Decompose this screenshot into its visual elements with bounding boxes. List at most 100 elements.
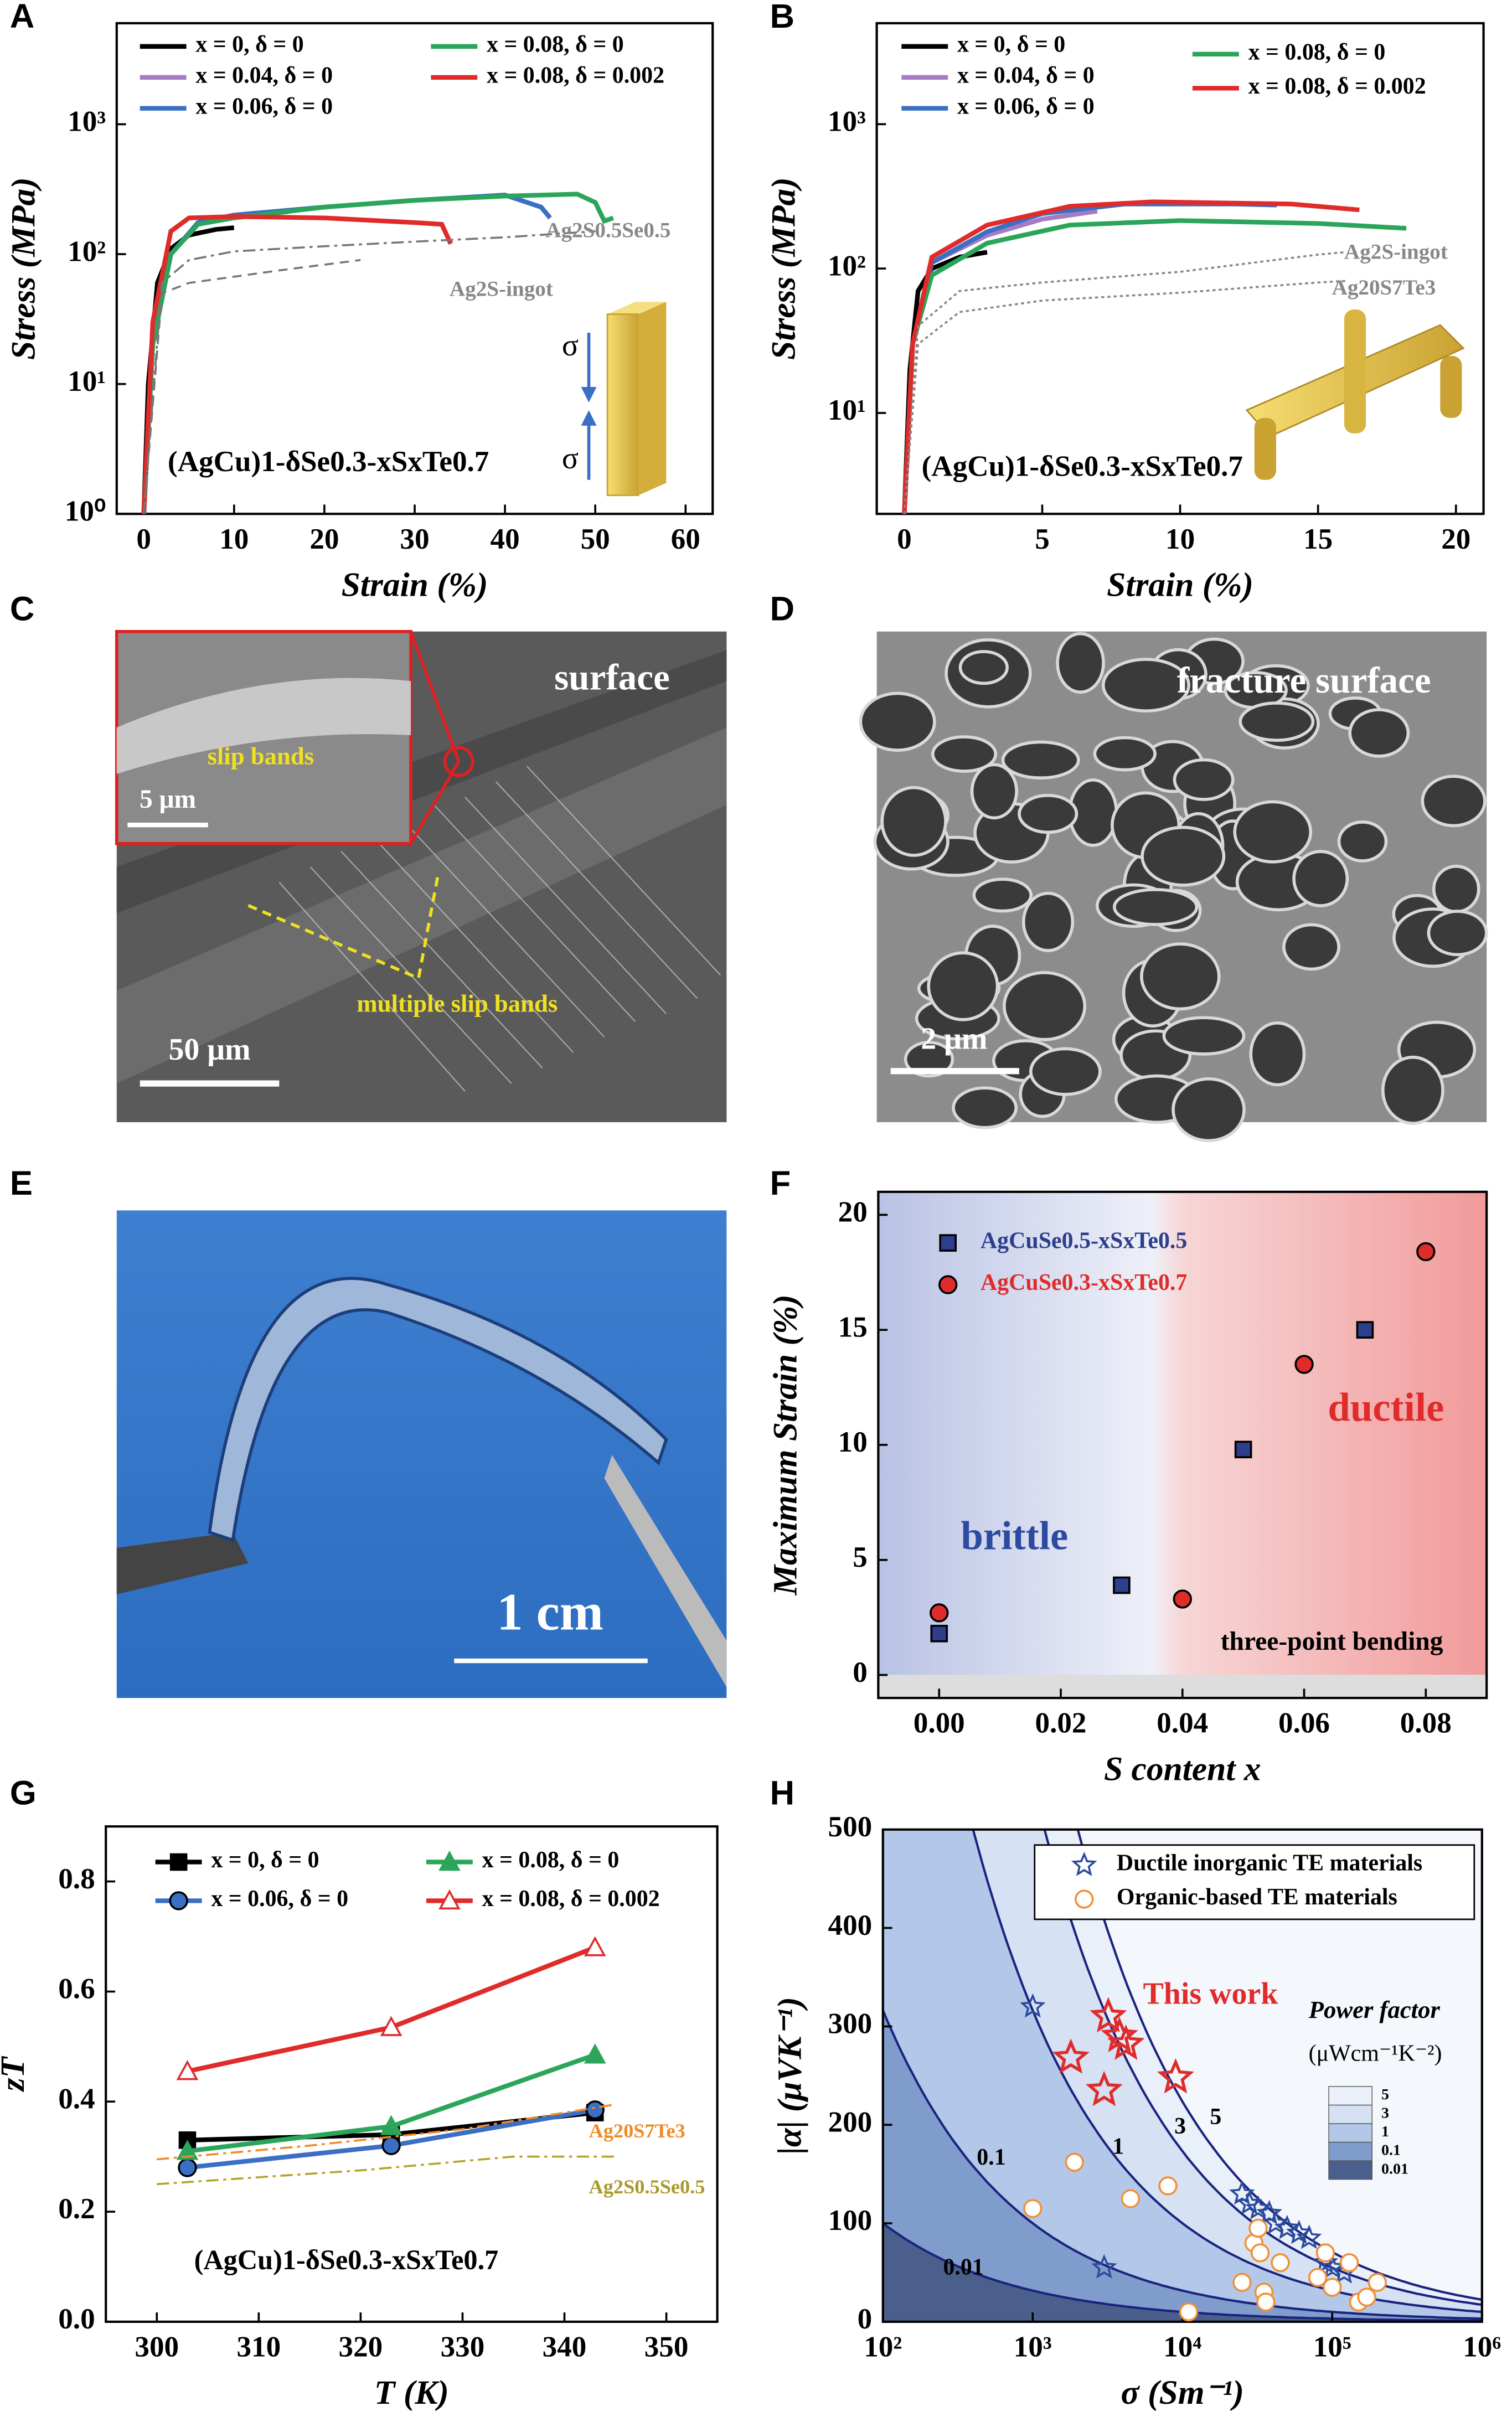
marker <box>1294 1355 1314 1374</box>
x-tick-label: 0.02 <box>1035 1707 1087 1739</box>
dimple <box>1381 1055 1444 1125</box>
y-tick-label: 20 <box>838 1196 868 1228</box>
y-axis-title: Stress (MPa) <box>765 177 803 360</box>
annotation: Ag2S0.5Se0.5 <box>589 2176 705 2198</box>
y-tick-label: 0.4 <box>58 2083 95 2115</box>
marker <box>584 2043 606 2064</box>
dimple <box>1233 800 1313 864</box>
panel-label: A <box>10 0 34 35</box>
dimple <box>904 1041 954 1078</box>
panel-label: E <box>10 1164 33 1202</box>
dimple <box>1432 864 1480 913</box>
dimple <box>952 1086 1018 1129</box>
series-line <box>903 251 1346 514</box>
panel-label: H <box>770 1774 794 1812</box>
dimple <box>1292 850 1349 907</box>
x-tick-label: 0.08 <box>1400 1707 1452 1739</box>
x-axis-title: Strain (%) <box>1107 566 1253 604</box>
contour-line <box>972 1829 1482 2314</box>
x-axis-title: σ (Sm⁻¹) <box>1121 2374 1244 2411</box>
dimple <box>1172 1077 1246 1143</box>
marker <box>930 1624 948 1643</box>
marker <box>1229 2180 1255 2205</box>
x-tick-label: 20 <box>309 523 339 555</box>
image-label: surface <box>554 657 670 698</box>
image-label: 2 μm <box>921 1021 987 1056</box>
dimple <box>931 735 998 773</box>
legend-label: x = 0.04, δ = 0 <box>195 63 333 88</box>
x-tick-label: 330 <box>441 2331 485 2363</box>
marker <box>1075 1889 1094 1909</box>
x-tick-label: 50 <box>581 523 610 555</box>
marker <box>1323 2278 1342 2297</box>
annotation: This work <box>1143 1977 1278 2011</box>
dimple <box>1029 1047 1102 1096</box>
marker <box>585 2100 605 2120</box>
x-tick-label: 0.06 <box>1278 1707 1330 1739</box>
marker <box>1065 2152 1084 2172</box>
y-tick-label: 0 <box>858 2303 873 2335</box>
dimple <box>958 650 1009 685</box>
x-tick-label: 10³ <box>1014 2331 1052 2363</box>
x-tick-label: 310 <box>236 2331 281 2363</box>
legend-label: 0.1 <box>1381 2142 1401 2159</box>
marker <box>1339 2253 1359 2273</box>
dimple <box>1002 971 1087 1041</box>
series-line <box>903 280 1346 514</box>
image-label: 5 μm <box>140 785 196 814</box>
dimple <box>1018 793 1078 834</box>
marker <box>1173 1589 1192 1609</box>
legend-label: x = 0.06, δ = 0 <box>195 94 333 119</box>
dimple <box>1421 774 1487 828</box>
marker <box>1416 1242 1436 1262</box>
y-tick-label: 10³ <box>828 105 866 137</box>
annotation: Ag20S7Te3 <box>589 2120 685 2142</box>
marker <box>1357 2287 1376 2307</box>
sem-image-surface <box>115 629 727 1123</box>
contour-fill <box>883 1829 1482 2322</box>
annotation: (μWcm⁻¹K⁻²) <box>1309 2041 1442 2067</box>
marker <box>1107 2025 1145 2060</box>
legend-label: x = 0.08, δ = 0.002 <box>487 63 664 88</box>
x-tick-label: 350 <box>644 2331 689 2363</box>
annotation: (AgCu)1-δSe0.3-xSxTe0.7 <box>922 450 1243 482</box>
marker <box>1232 2273 1252 2292</box>
y-tick-label: 10¹ <box>68 365 106 397</box>
x-tick-label: 300 <box>135 2331 179 2363</box>
series-line <box>157 2103 616 2161</box>
x-tick-label: 10 <box>219 523 249 555</box>
dimple <box>927 951 999 1021</box>
legend-frame <box>1034 1844 1475 1920</box>
legend-label: AgCuSe0.5-xSxTe0.5 <box>981 1228 1187 1254</box>
y-tick-label: 10¹ <box>828 394 866 426</box>
legend-label: x = 0.08, δ = 0 <box>487 32 624 58</box>
marker <box>1274 2214 1300 2239</box>
legend-label: x = 0.08, δ = 0.002 <box>482 1886 660 1912</box>
marker <box>1071 1851 1097 1876</box>
y-tick-label: 500 <box>828 1811 873 1843</box>
x-tick-label: 0 <box>897 523 912 555</box>
y-tick-label: 0.2 <box>58 2193 95 2225</box>
y-axis-title: |α| (μVK⁻¹) <box>771 1997 809 2155</box>
legend-label: 3 <box>1381 2105 1389 2122</box>
dimple <box>1093 736 1157 772</box>
annotation: σ <box>562 441 579 476</box>
x-tick-label: 20 <box>1441 523 1470 555</box>
marker <box>1113 1576 1131 1594</box>
annotation: Ag20S7Te3 <box>1332 276 1436 299</box>
annotation: Ag2S0.5Se0.5 <box>545 218 670 242</box>
marker <box>1256 2199 1282 2224</box>
panel-label: G <box>10 1774 37 1812</box>
legend-label: x = 0.08, δ = 0.002 <box>1248 74 1426 99</box>
sem-image-fracture <box>859 631 1488 1143</box>
marker <box>1085 2070 1123 2106</box>
contour-line <box>883 2010 1482 2320</box>
marker <box>1023 2199 1043 2218</box>
marker <box>380 2016 402 2036</box>
legend-swatch <box>1328 2086 1372 2106</box>
marker <box>1179 2302 1199 2322</box>
x-tick-label: 340 <box>543 2331 587 2363</box>
dimple <box>970 763 1018 820</box>
x-tick-label: 0 <box>136 523 151 555</box>
y-tick-label: 300 <box>828 2008 873 2040</box>
